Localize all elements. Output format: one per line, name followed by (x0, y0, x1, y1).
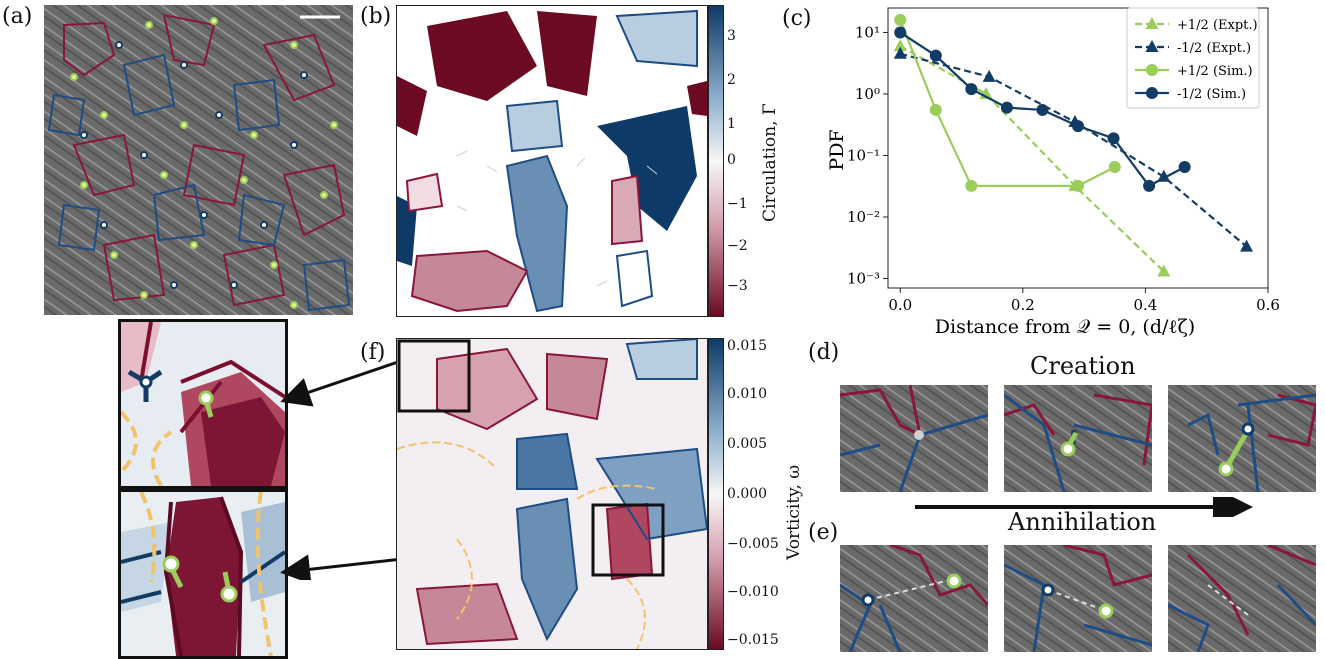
colorbar-f-label: Vorticity, ω (784, 464, 804, 560)
panel-label-b: (b) (360, 4, 392, 29)
legend-label-0: +1/2 (Expt.) (1177, 18, 1258, 33)
panel-a-microscopy-image (44, 5, 353, 315)
panel-f-vorticity-map (396, 338, 708, 650)
chart-legend-box (1126, 7, 1260, 109)
legend-label-1: -1/2 (Expt.) (1177, 41, 1251, 56)
annihilation-frame-2 (1004, 545, 1152, 652)
legend-marker-3 (1146, 87, 1158, 99)
panel-label-f: (f) (360, 340, 386, 365)
chart-point (965, 83, 978, 96)
chart-point (1143, 179, 1156, 192)
chart-point (1072, 179, 1084, 192)
chart-y-tick-label: 10⁻² (847, 208, 880, 226)
colorbar-b-tick-3: 3 (727, 28, 736, 44)
chart-point (894, 13, 907, 26)
panel-label-d: (d) (808, 340, 840, 365)
annihilation-heading: Annihilation (1008, 508, 1157, 536)
chart-point (965, 179, 978, 192)
panel-label-e: (e) (808, 520, 839, 545)
creation-heading: Creation (1030, 352, 1136, 380)
zoom-panel-top (118, 319, 288, 489)
chart-x-tick-label: 0.2 (1011, 296, 1035, 314)
panel-c-pdf-chart: PDF Distance from 𝒬 = 0, (d/ℓζ) 0.0 0.2 0.… (826, 7, 1280, 338)
legend-label-2: +1/2 (Sim.) (1177, 64, 1253, 79)
colorbar-f-tick-6: −0.015 (727, 632, 779, 648)
colorbar-b-label: Circulation, Γ (760, 103, 780, 222)
creation-frame-1 (840, 385, 988, 492)
creation-frame-2 (1004, 385, 1152, 492)
colorbar-b (708, 5, 724, 317)
panel-label-a: (a) (2, 4, 33, 29)
chart-point (1240, 239, 1254, 252)
chart-point (893, 39, 907, 52)
chart-y-tick-label: 10⁻¹ (847, 146, 880, 164)
chart-point (1178, 160, 1191, 173)
colorbar-f (708, 338, 724, 650)
colorbar-f-tick-5: −0.010 (727, 584, 779, 600)
chart-x-tick-label: 0.4 (1133, 296, 1157, 314)
annihilation-frame-3 (1168, 545, 1316, 652)
colorbar-b-tick-1: 1 (727, 116, 736, 132)
chart-ylabel: PDF (826, 129, 848, 170)
chart-x-tick-label: 0.0 (888, 296, 912, 314)
legend-marker-2 (1146, 64, 1158, 76)
chart-y-tick-label: 10⁻³ (847, 269, 880, 287)
colorbar-f-tick-1: 0.010 (727, 386, 768, 402)
panel-a-overlay (44, 5, 353, 315)
chart-point (1036, 103, 1049, 116)
time-arrow (915, 497, 1253, 517)
chart-point (893, 46, 907, 59)
colorbar-b-tick-2: 2 (727, 72, 736, 88)
colorbar-f-tick-2: 0.005 (727, 436, 768, 452)
chart-point (982, 69, 996, 82)
panel-b-circulation-map (396, 5, 708, 317)
chart-point (1107, 132, 1120, 145)
colorbar-f-tick-4: −0.005 (727, 536, 779, 552)
zoom-box-top (397, 339, 471, 413)
colorbar-b-tick-neg3: −3 (727, 278, 748, 294)
colorbar-f-tick-0: 0.015 (727, 338, 768, 354)
chart-point (894, 26, 907, 39)
creation-frame-3 (1168, 385, 1316, 492)
chart-x-tick-label: 0.6 (1256, 296, 1280, 314)
chart-point (1000, 101, 1013, 114)
panel-label-c: (c) (782, 6, 812, 31)
chart-y-tick-label: 10⁰ (855, 85, 880, 103)
colorbar-b-tick-neg2: −2 (727, 238, 748, 254)
chart-plot-area (887, 7, 1269, 289)
chart-xlabel: Distance from 𝒬 = 0, (d/ℓζ) (935, 316, 1195, 338)
chart-point (1072, 120, 1084, 133)
legend-marker-1 (1145, 40, 1159, 52)
colorbar-b-tick-0: 0 (727, 152, 736, 168)
legend-label-3: -1/2 (Sim.) (1177, 87, 1246, 102)
chart-point (1157, 264, 1171, 277)
colorbar-b-tick-neg1: −1 (727, 196, 748, 212)
chart-y-tick-label: 10¹ (855, 23, 880, 41)
legend-marker-0 (1145, 17, 1159, 29)
chart-series-line-0 (899, 45, 1165, 273)
chart-point (929, 103, 942, 116)
chart-point (1108, 160, 1121, 173)
colorbar-f-tick-3: 0.000 (727, 486, 768, 502)
chart-point (929, 49, 942, 62)
zoom-panel-bottom (118, 489, 288, 659)
annihilation-frame-1 (840, 545, 988, 652)
zoom-box-bottom (591, 503, 665, 577)
